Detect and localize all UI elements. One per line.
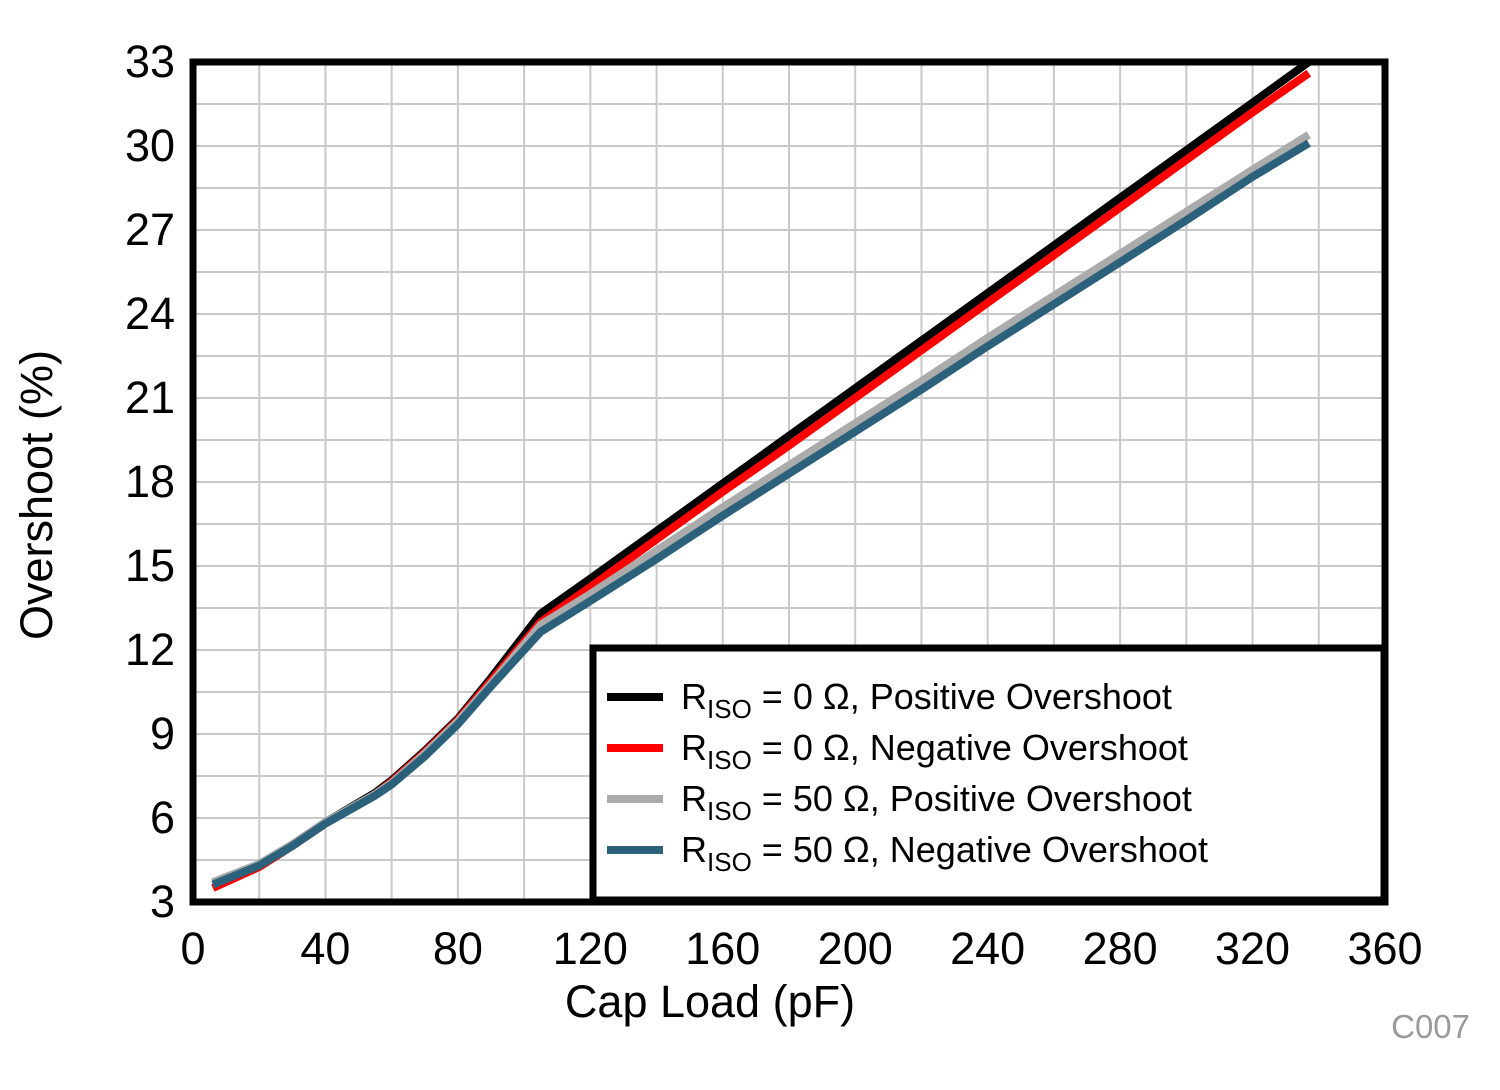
y-axis-title: Overshoot (%) (11, 350, 62, 640)
y-tick-label: 9 (150, 708, 175, 759)
x-tick-label: 360 (1347, 923, 1422, 974)
legend-label-riso-0-positive-overshoot: RISO = 0 Ω, Positive Overshoot (681, 676, 1172, 724)
x-axis-title: Cap Load (pF) (565, 976, 855, 1027)
x-tick-label: 0 (180, 923, 205, 974)
ticks-layer: 0 40 80 120 160 200 240 280 320 360 3 6 9 12 15 18 21 24 2… (125, 36, 1423, 974)
x-tick-label: 280 (1083, 923, 1158, 974)
x-tick-label: 120 (553, 923, 628, 974)
x-tick-label: 320 (1215, 923, 1290, 974)
legend-border (589, 644, 1388, 904)
x-tick-label: 240 (950, 923, 1025, 974)
y-tick-label: 3 (150, 876, 175, 927)
y-tick-label: 27 (125, 204, 175, 255)
series-layer (211, 58, 1312, 892)
x-tick-label: 80 (433, 923, 483, 974)
series-line-riso-50-negative-overshoot (211, 139, 1311, 889)
y-tick-label: 24 (125, 288, 175, 339)
y-tick-label: 21 (125, 372, 175, 423)
y-tick-label: 6 (150, 792, 175, 843)
legend-label-riso-50-negative-overshoot: RISO = 50 Ω, Negative Overshoot (681, 829, 1208, 877)
x-tick-label: 160 (685, 923, 760, 974)
y-tick-label: 33 (125, 36, 175, 87)
y-tick-label: 15 (125, 540, 175, 591)
y-tick-label: 30 (125, 120, 175, 171)
legend-label-riso-50-positive-overshoot: RISO = 50 Ω, Positive Overshoot (681, 778, 1192, 826)
y-tick-label: 12 (125, 624, 175, 675)
figure-code: C007 (1391, 1008, 1470, 1045)
legend-label-riso-0-negative-overshoot: RISO = 0 Ω, Negative Overshoot (681, 727, 1188, 775)
y-tick-label: 18 (125, 456, 175, 507)
x-tick-label: 200 (818, 923, 893, 974)
x-tick-label: 40 (300, 923, 350, 974)
